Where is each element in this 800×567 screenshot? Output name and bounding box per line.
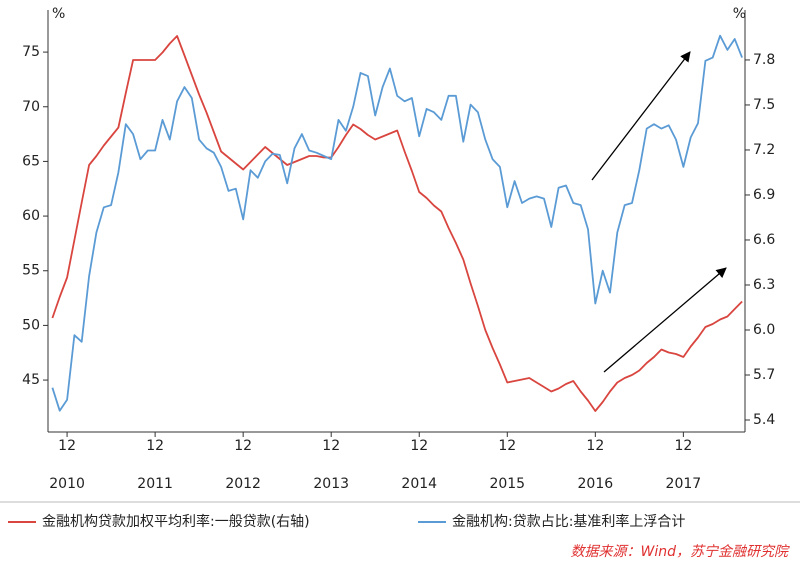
y-tick-label: 50 bbox=[22, 317, 40, 333]
x-year-label: 2014 bbox=[401, 476, 437, 492]
x-year-label: 2012 bbox=[225, 476, 261, 492]
y-tick-label: 60 bbox=[22, 208, 40, 224]
x-year-label: 2011 bbox=[137, 476, 173, 492]
x-tick-label: 12 bbox=[674, 438, 692, 454]
arrow bbox=[603, 267, 727, 373]
x-tick-label: 12 bbox=[234, 438, 252, 454]
legend-label: 金融机构:贷款占比:基准利率上浮合计 bbox=[452, 513, 685, 530]
y-tick-label: 65 bbox=[22, 153, 40, 169]
x-tick-label: 12 bbox=[498, 438, 516, 454]
x-year-label: 2017 bbox=[666, 476, 702, 492]
y-unit: % bbox=[52, 6, 65, 22]
x-year-label: 2015 bbox=[489, 476, 525, 492]
y2-tick-label: 6.3 bbox=[753, 277, 775, 293]
series-line bbox=[51, 34, 743, 412]
y-tick-label: 75 bbox=[22, 44, 40, 60]
y-tick-label: 45 bbox=[22, 372, 40, 388]
x-tick-label: 12 bbox=[146, 438, 164, 454]
y2-tick-label: 7.2 bbox=[753, 142, 775, 158]
y2-tick-label: 6.6 bbox=[753, 232, 775, 248]
source: 数据来源：Wind，苏宁金融研究院 bbox=[571, 544, 790, 560]
y-tick-label: 70 bbox=[22, 99, 40, 115]
y2-tick-label: 7.5 bbox=[753, 97, 775, 113]
x-tick-label: 12 bbox=[410, 438, 428, 454]
y2-tick-label: 5.7 bbox=[753, 367, 775, 383]
y2-tick-label: 6.0 bbox=[753, 322, 775, 338]
x-tick-label: 12 bbox=[586, 438, 604, 454]
y2-tick-label: 6.9 bbox=[753, 187, 775, 203]
y-tick-label: 55 bbox=[22, 263, 40, 279]
x-tick-label: 12 bbox=[322, 438, 340, 454]
y2-tick-label: 7.8 bbox=[753, 52, 775, 68]
y2-unit: % bbox=[733, 6, 746, 22]
x-year-label: 2013 bbox=[313, 476, 349, 492]
x-year-label: 2016 bbox=[578, 476, 614, 492]
legend-label: 金融机构贷款加权平均利率:一般贷款(右轴) bbox=[42, 513, 310, 530]
x-tick-label: 12 bbox=[58, 438, 76, 454]
x-year-label: 2010 bbox=[49, 476, 85, 492]
y2-tick-label: 5.4 bbox=[753, 412, 775, 428]
arrow bbox=[591, 51, 691, 181]
series-line bbox=[51, 35, 743, 412]
